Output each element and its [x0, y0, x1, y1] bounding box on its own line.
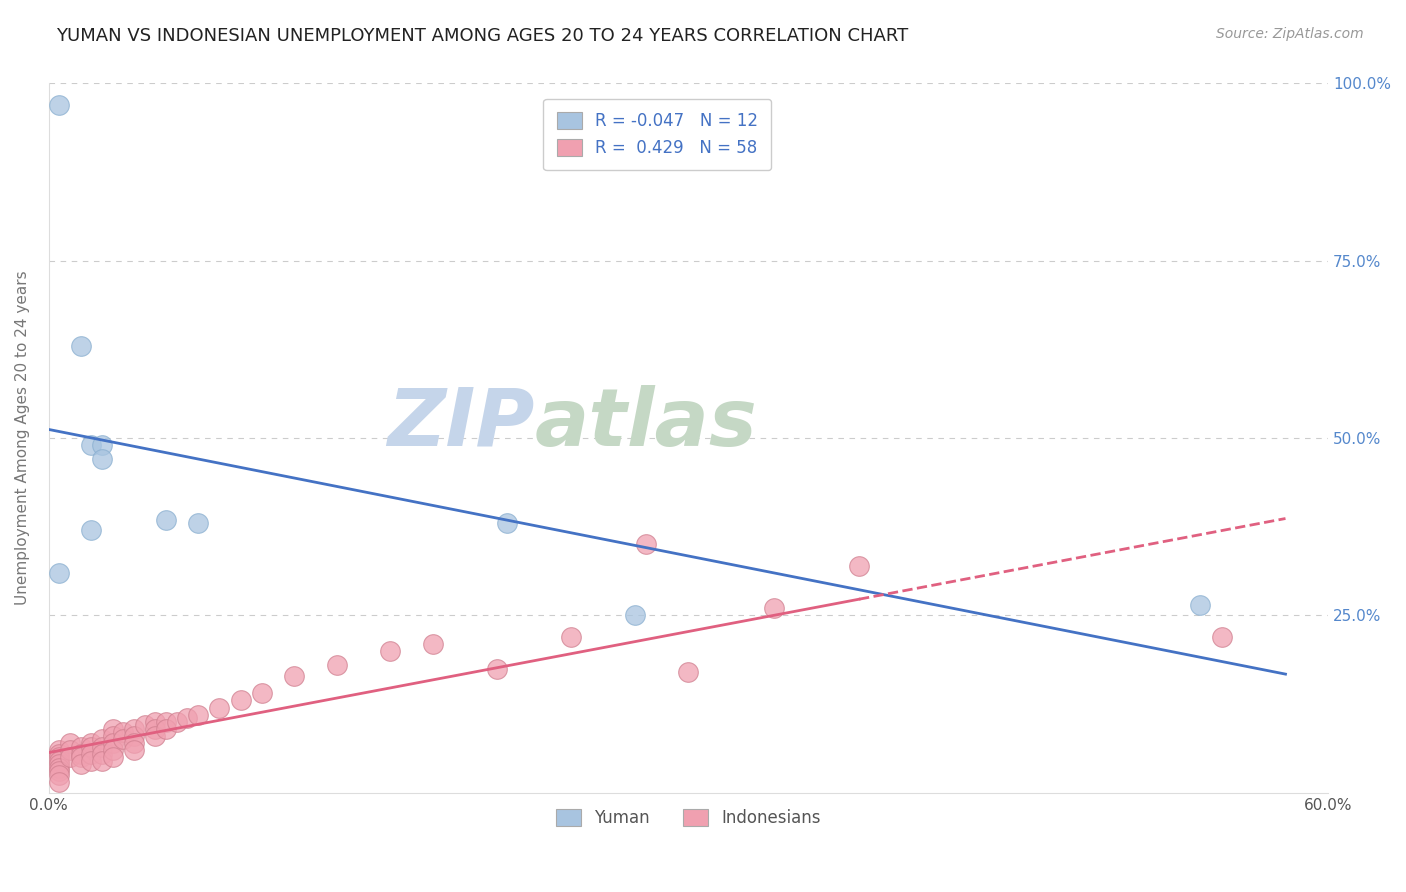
Point: [69, 757, 91, 772]
Point: [80, 747, 103, 761]
Point: [91, 754, 114, 768]
Point: [80, 739, 103, 754]
Point: [176, 711, 198, 725]
Point: [848, 558, 870, 573]
Point: [678, 665, 700, 679]
Point: [1211, 630, 1233, 644]
Point: [48, 761, 70, 775]
Point: [422, 637, 444, 651]
Point: [48, 764, 70, 779]
Text: YUMAN VS INDONESIAN UNEMPLOYMENT AMONG AGES 20 TO 24 YEARS CORRELATION CHART: YUMAN VS INDONESIAN UNEMPLOYMENT AMONG A…: [56, 27, 908, 45]
Point: [80, 736, 103, 750]
Point: [69, 747, 91, 761]
Text: Source: ZipAtlas.com: Source: ZipAtlas.com: [1216, 27, 1364, 41]
Point: [48, 750, 70, 764]
Point: [101, 750, 124, 764]
Point: [48, 97, 70, 112]
Point: [762, 601, 785, 615]
Point: [101, 736, 124, 750]
Legend: Yuman, Indonesians: Yuman, Indonesians: [550, 803, 828, 834]
Point: [485, 661, 508, 675]
Point: [80, 754, 103, 768]
Point: [122, 736, 145, 750]
Point: [187, 516, 209, 530]
Point: [229, 693, 252, 707]
Point: [59, 750, 82, 764]
Text: ZIP: ZIP: [388, 384, 534, 463]
Point: [59, 736, 82, 750]
Point: [80, 523, 103, 537]
Point: [187, 707, 209, 722]
Point: [112, 732, 135, 747]
Point: [155, 513, 177, 527]
Point: [69, 339, 91, 353]
Point: [48, 754, 70, 768]
Point: [48, 747, 70, 761]
Point: [91, 739, 114, 754]
Point: [101, 722, 124, 736]
Point: [59, 743, 82, 757]
Point: [325, 658, 347, 673]
Point: [560, 630, 582, 644]
Y-axis label: Unemployment Among Ages 20 to 24 years: Unemployment Among Ages 20 to 24 years: [15, 271, 30, 606]
Point: [91, 732, 114, 747]
Point: [496, 516, 519, 530]
Point: [101, 743, 124, 757]
Point: [91, 747, 114, 761]
Point: [624, 608, 647, 623]
Point: [134, 718, 156, 732]
Point: [48, 743, 70, 757]
Point: [48, 566, 70, 580]
Point: [208, 700, 231, 714]
Point: [91, 438, 114, 452]
Point: [145, 729, 167, 743]
Point: [80, 438, 103, 452]
Point: [101, 729, 124, 743]
Text: atlas: atlas: [534, 384, 758, 463]
Point: [48, 757, 70, 772]
Point: [112, 725, 135, 739]
Point: [378, 644, 401, 658]
Point: [48, 775, 70, 789]
Point: [155, 722, 177, 736]
Point: [122, 743, 145, 757]
Point: [91, 452, 114, 467]
Point: [122, 722, 145, 736]
Point: [1189, 598, 1212, 612]
Point: [145, 722, 167, 736]
Point: [48, 768, 70, 782]
Point: [283, 668, 305, 682]
Point: [122, 729, 145, 743]
Point: [69, 750, 91, 764]
Point: [166, 714, 188, 729]
Point: [634, 537, 657, 551]
Point: [69, 739, 91, 754]
Point: [155, 714, 177, 729]
Point: [250, 686, 273, 700]
Point: [145, 714, 167, 729]
